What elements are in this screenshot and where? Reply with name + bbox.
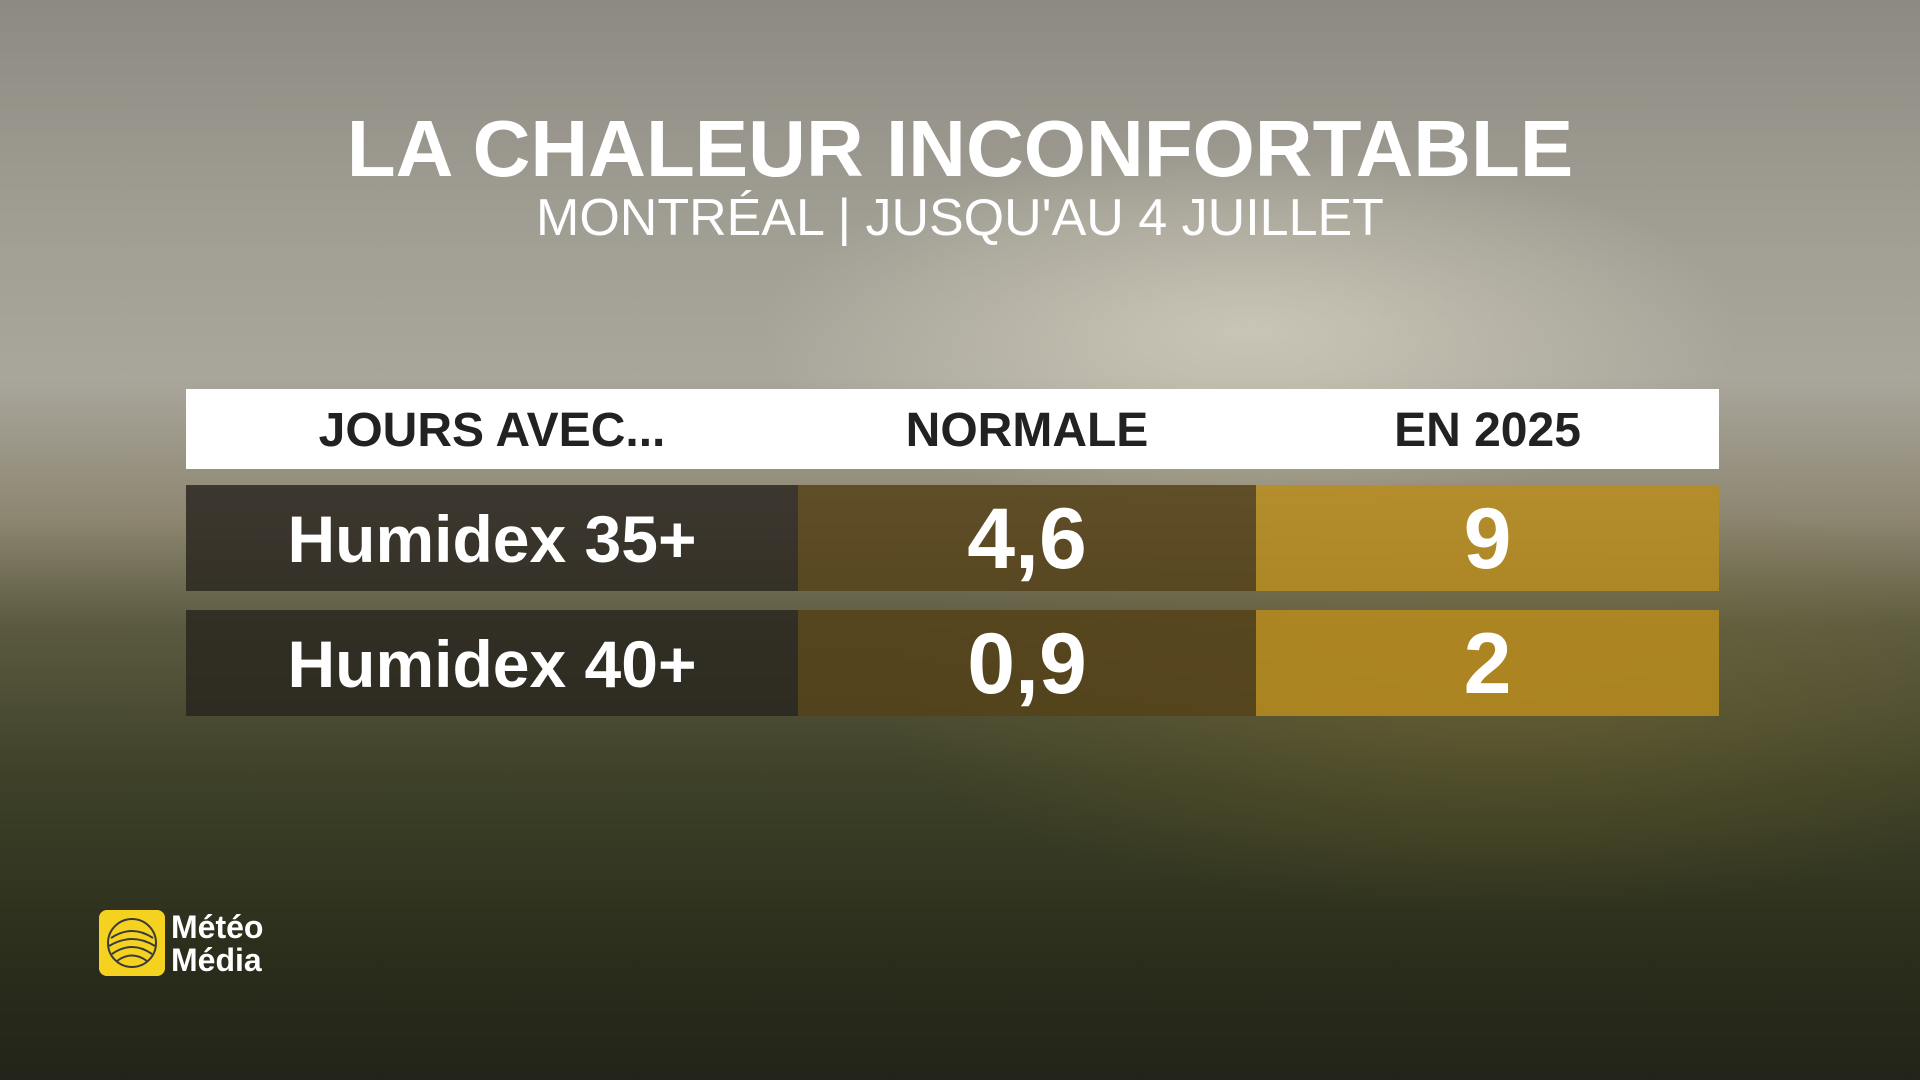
subtitle: MONTRÉAL | JUSQU'AU 4 JUILLET <box>536 189 1384 247</box>
current-value: 2 <box>1256 610 1719 716</box>
normal-value: 4,6 <box>798 485 1256 591</box>
normal-value: 0,9 <box>798 610 1256 716</box>
current-value: 9 <box>1256 485 1719 591</box>
logo-icon <box>99 910 165 976</box>
title: LA CHALEUR INCONFORTABLE <box>346 104 1574 193</box>
table-header <box>186 389 1719 469</box>
column-header: EN 2025 <box>1394 404 1581 457</box>
row-label: Humidex 40+ <box>186 610 798 716</box>
column-header: JOURS AVEC... <box>318 404 666 457</box>
logo-text: Météo <box>171 909 264 945</box>
column-header: NORMALE <box>905 404 1149 457</box>
logo-text: Média <box>171 942 262 978</box>
row-label: Humidex 35+ <box>186 485 798 591</box>
